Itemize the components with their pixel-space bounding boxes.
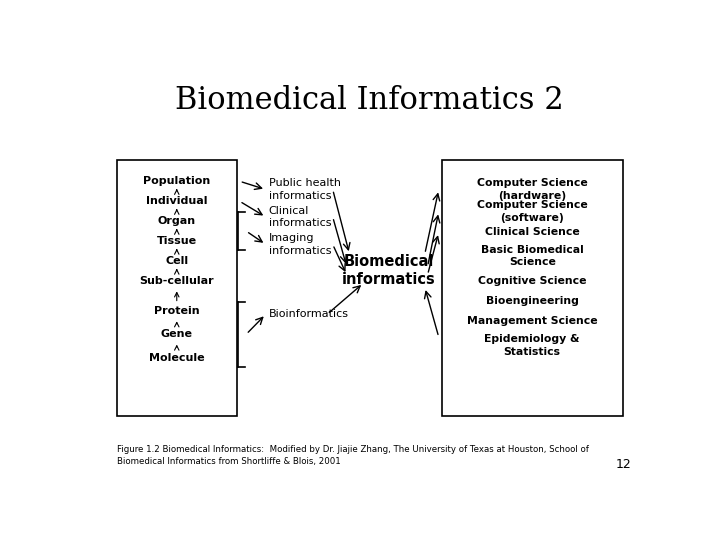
Text: Sub-cellular: Sub-cellular — [140, 276, 214, 286]
Text: Protein: Protein — [154, 306, 199, 316]
Text: Tissue: Tissue — [157, 236, 197, 246]
Text: Biomedical Informatics 2: Biomedical Informatics 2 — [175, 85, 563, 116]
Text: Clinical Science: Clinical Science — [485, 227, 580, 238]
Text: Computer Science
(software): Computer Science (software) — [477, 200, 588, 223]
Text: Figure 1.2 Biomedical Informatics:  Modified by Dr. Jiajie Zhang, The University: Figure 1.2 Biomedical Informatics: Modif… — [117, 446, 589, 466]
Bar — [117, 160, 237, 416]
Text: Management Science: Management Science — [467, 315, 598, 326]
Text: Individual: Individual — [146, 196, 207, 206]
Text: Cell: Cell — [165, 256, 189, 266]
Text: Population: Population — [143, 176, 210, 186]
Bar — [441, 160, 623, 416]
Text: Bioinformatics: Bioinformatics — [269, 309, 348, 319]
Text: Epidemiology &
Statistics: Epidemiology & Statistics — [485, 334, 580, 356]
Text: Computer Science
(hardware): Computer Science (hardware) — [477, 178, 588, 201]
Text: Basic Biomedical
Science: Basic Biomedical Science — [481, 245, 584, 267]
Text: Biomedical
informatics: Biomedical informatics — [342, 254, 436, 287]
Text: Cognitive Science: Cognitive Science — [478, 276, 587, 286]
Text: 12: 12 — [616, 458, 631, 471]
Text: Gene: Gene — [161, 329, 193, 339]
Text: Imaging
informatics: Imaging informatics — [269, 233, 331, 255]
Text: Bioengineering: Bioengineering — [486, 296, 579, 306]
Text: Clinical
informatics: Clinical informatics — [269, 206, 331, 228]
Text: Molecule: Molecule — [149, 353, 204, 362]
Text: Organ: Organ — [158, 216, 196, 226]
Text: Public health
informatics: Public health informatics — [269, 178, 341, 201]
